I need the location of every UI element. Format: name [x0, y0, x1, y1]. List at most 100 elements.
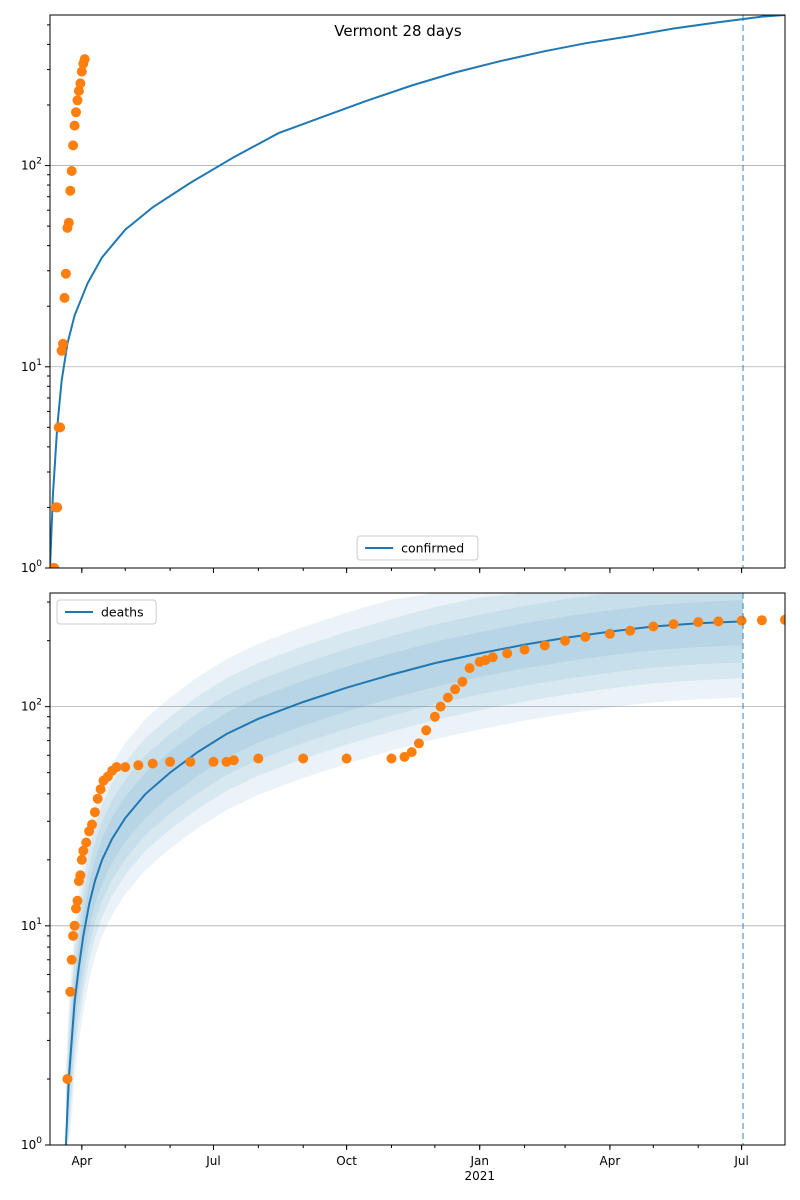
data-point: [604, 628, 615, 639]
data-point: [457, 676, 468, 687]
data-point: [89, 807, 100, 818]
data-point: [253, 753, 264, 764]
axes-frame: [49, 14, 786, 569]
series-line-deaths: [64, 620, 744, 1145]
data-point: [62, 1074, 73, 1084]
data-point: [58, 338, 68, 349]
data-point: [87, 819, 97, 830]
uncertainty-band: [65, 593, 743, 1145]
data-point: [442, 692, 453, 703]
data-point: [519, 644, 530, 655]
x-tick-label: Jul: [205, 1154, 220, 1168]
legend-box: [356, 535, 479, 561]
x-tick-label: Apr: [71, 1154, 92, 1168]
x-tick-label: Jan: [469, 1154, 489, 1168]
uncertainty-band: [65, 600, 743, 1145]
data-point: [63, 217, 74, 228]
x-tick-label: Jul: [733, 1154, 748, 1168]
data-point: [625, 625, 636, 636]
legend: confirmed: [356, 535, 479, 561]
data-point: [111, 762, 122, 773]
uncertainty-band: [65, 593, 743, 1145]
legend-box: [56, 599, 157, 625]
x-tick-label: Apr: [600, 1154, 621, 1168]
data-point: [95, 784, 106, 795]
top-panel: 100 101 102 confirmed: [21, 14, 786, 575]
data-point: [50, 563, 60, 568]
data-point: [406, 747, 417, 758]
data-point: [71, 903, 81, 914]
plot-area: [50, 15, 785, 568]
data-point: [208, 756, 219, 767]
data-point: [79, 54, 90, 65]
data-point: [487, 652, 498, 663]
data-point: [147, 758, 158, 769]
y-tick-label: 100: [21, 559, 42, 575]
data-point: [69, 920, 80, 931]
data-point: [66, 166, 77, 176]
data-point: [464, 663, 475, 674]
data-point: [693, 617, 704, 628]
data-point: [399, 751, 410, 762]
data-point: [52, 502, 63, 513]
y-tick-label: 102: [21, 157, 42, 173]
data-point: [66, 954, 77, 965]
plot-area: [50, 593, 785, 1145]
data-point: [539, 640, 550, 651]
data-point: [429, 711, 440, 722]
data-point: [76, 66, 87, 77]
data-point: [435, 701, 446, 712]
axes-frame: [49, 592, 786, 1146]
data-point: [713, 616, 724, 627]
data-point: [65, 185, 76, 196]
data-point: [756, 615, 767, 626]
data-point: [648, 621, 659, 632]
data-point: [421, 725, 432, 736]
data-point: [580, 631, 591, 642]
data-point: [68, 930, 79, 941]
data-point: [59, 292, 70, 303]
y-tick-label: 101: [21, 917, 42, 933]
data-point: [133, 760, 144, 771]
legend-label: deaths: [101, 605, 144, 620]
data-point: [78, 845, 89, 856]
series-line-confirmed: [50, 15, 785, 568]
data-point: [76, 854, 87, 865]
data-point: [341, 753, 352, 764]
y-tick-label: 100: [21, 1136, 42, 1152]
data-point: [73, 85, 84, 96]
data-point: [72, 895, 83, 906]
data-point: [450, 684, 461, 695]
data-point: [75, 870, 86, 881]
data-point: [736, 615, 747, 626]
figure-title: Vermont 28 days: [334, 22, 462, 40]
data-point: [413, 738, 424, 749]
data-point: [298, 753, 309, 764]
data-point: [60, 268, 71, 279]
data-point: [75, 78, 86, 89]
data-point: [69, 120, 80, 131]
data-point: [386, 753, 397, 764]
data-point: [72, 95, 83, 106]
data-point: [165, 756, 176, 767]
data-point: [71, 107, 81, 118]
data-point: [65, 986, 76, 997]
data-point: [185, 756, 196, 767]
data-point: [92, 793, 103, 804]
data-point: [81, 837, 92, 848]
data-point: [668, 619, 679, 630]
data-point: [120, 762, 131, 773]
legend-label: confirmed: [401, 541, 464, 556]
x-tick-label: Oct: [336, 1154, 357, 1168]
data-point: [55, 422, 66, 433]
data-point: [560, 635, 571, 646]
x-tick-sublabel: 2021: [464, 1169, 495, 1183]
data-point: [68, 140, 79, 151]
uncertainty-band: [65, 593, 743, 1145]
y-tick-label: 101: [21, 358, 42, 374]
data-point: [780, 614, 785, 625]
data-point: [228, 755, 239, 766]
data-point: [502, 648, 513, 659]
